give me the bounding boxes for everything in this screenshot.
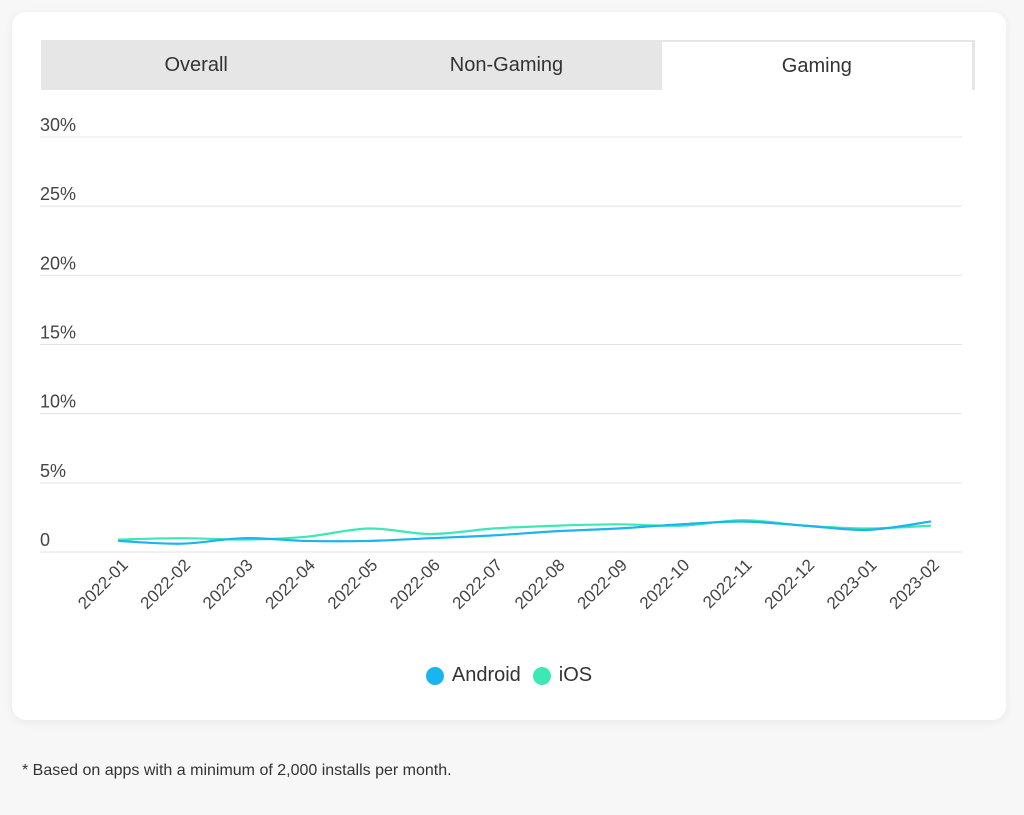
- ios-legend-dot: [532, 666, 551, 685]
- y-tick-label-6: 30%: [40, 115, 76, 135]
- x-tick-label-7: 2022-08: [511, 555, 569, 613]
- line-chart: 05%10%15%20%25%30%2022-01 2022-02 2022-03 2…: [40, 115, 962, 613]
- y-tick-label-1: 5%: [40, 461, 66, 481]
- y-tick-label-2: 10%: [40, 392, 76, 412]
- x-tick-label-11: 2022-12: [761, 555, 819, 613]
- segment-tabs: Overall Non-Gaming Gaming: [41, 40, 975, 90]
- chart-legend: Android iOS: [12, 664, 1006, 687]
- android-legend-dot: [425, 666, 444, 685]
- legend-item-android[interactable]: Android: [425, 664, 521, 687]
- x-tick-label-4: 2022-05: [324, 555, 382, 613]
- x-tick-label-5: 2022-06: [386, 555, 444, 613]
- legend-item-ios[interactable]: iOS: [532, 664, 593, 687]
- tab-overall[interactable]: Overall: [164, 53, 228, 76]
- x-tick-label-3: 2022-04: [261, 555, 319, 613]
- x-tick-label-12: 2023-01: [823, 555, 881, 613]
- tab-gaming[interactable]: Gaming: [661, 40, 975, 90]
- x-tick-label-2: 2022-03: [199, 555, 257, 613]
- x-tick-label-6: 2022-07: [449, 555, 507, 613]
- y-tick-label-4: 20%: [40, 253, 76, 273]
- footnote: * Based on apps with a minimum of 2,000 …: [22, 762, 452, 779]
- y-tick-label-5: 25%: [40, 184, 76, 204]
- y-tick-label-3: 15%: [40, 323, 76, 343]
- tab-non-gaming[interactable]: Non-Gaming: [449, 53, 564, 76]
- x-tick-label-9: 2022-10: [636, 555, 694, 613]
- x-tick-label-10: 2022-11: [699, 555, 756, 612]
- x-tick-label-8: 2022-09: [573, 555, 631, 613]
- chart-card: Overall Non-Gaming Gaming Android iOS: [12, 12, 1006, 720]
- series-line-android: [117, 520, 932, 545]
- x-tick-label-13: 2023-02: [885, 555, 943, 613]
- series-line-ios: [117, 519, 932, 541]
- y-tick-label-0: 0: [40, 530, 50, 550]
- legend-label-ios: iOS: [558, 664, 593, 686]
- legend-label-android: Android: [451, 664, 521, 686]
- x-tick-label-1: 2022-02: [137, 555, 195, 613]
- x-tick-label-0: 2022-01: [74, 555, 132, 613]
